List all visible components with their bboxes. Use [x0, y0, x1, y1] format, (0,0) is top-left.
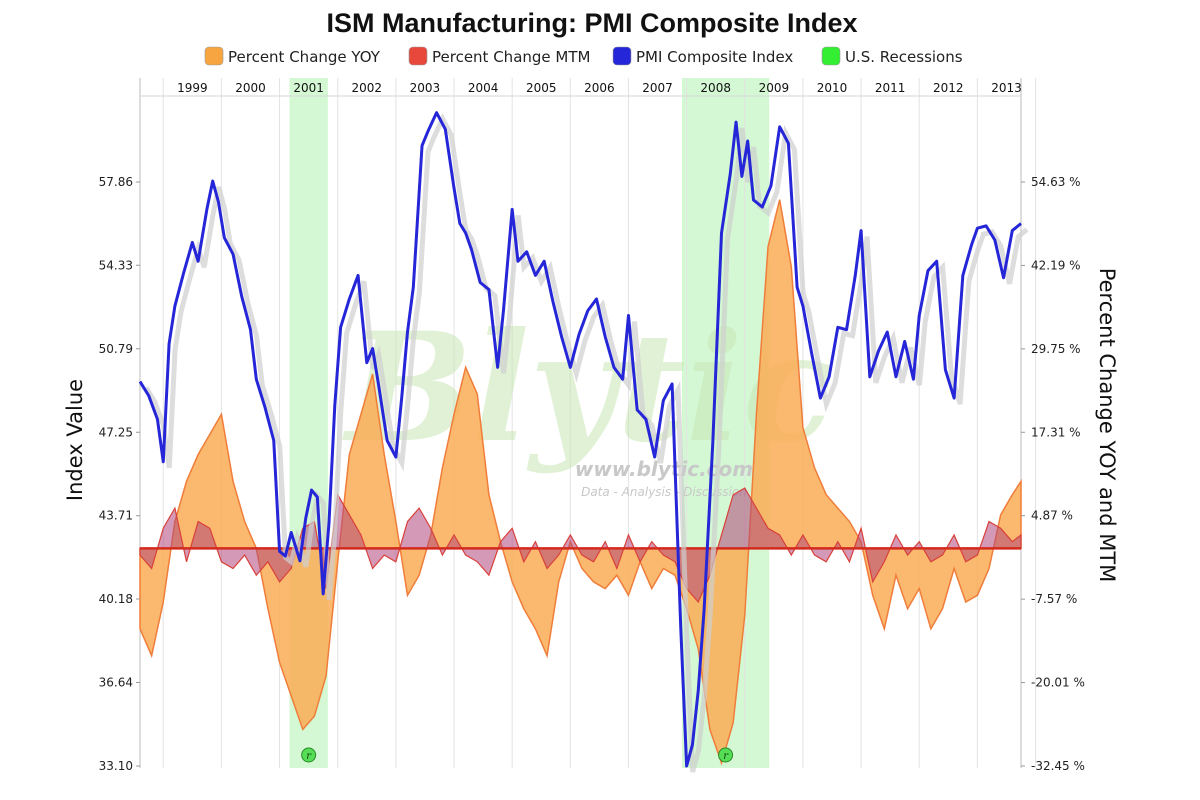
y-axis-right-title: Percent Change YOY and MTM: [1095, 268, 1119, 583]
right-tick-label: -32.45 %: [1031, 759, 1085, 773]
year-label: 2012: [933, 81, 964, 95]
chart-title: ISM Manufacturing: PMI Composite Index: [326, 8, 857, 38]
left-tick-label: 36.64: [99, 676, 133, 690]
right-tick-label: 4.87 %: [1031, 509, 1073, 523]
year-label: 2001: [293, 81, 324, 95]
right-tick-label: 29.75 %: [1031, 342, 1081, 356]
y-axis-left-title: Index Value: [63, 379, 87, 501]
left-tick-label: 40.18: [99, 592, 133, 606]
year-label: 2000: [235, 81, 266, 95]
mtm-area: [139, 487, 1022, 604]
year-label: 2008: [700, 81, 731, 95]
right-tick-label: 42.19 %: [1031, 258, 1081, 272]
recession-marker-icon: [301, 747, 317, 763]
left-tick-label: 54.33: [99, 258, 133, 272]
pmi-line: [138, 111, 1022, 768]
right-tick-label: 17.31 %: [1031, 425, 1081, 439]
year-label: 2005: [526, 81, 557, 95]
year-label: 2010: [817, 81, 848, 95]
year-label: 2007: [642, 81, 673, 95]
legend-swatch: [821, 46, 841, 66]
year-label: 2006: [584, 81, 615, 95]
right-tick-label: -20.01 %: [1031, 676, 1085, 690]
legend-label: Percent Change MTM: [432, 48, 590, 66]
left-tick-label: 50.79: [99, 342, 133, 356]
year-labels: 1999 2000 2001 2002 2003 2004 2005 2006 2007 2008…: [177, 81, 1022, 95]
legend-swatch: [204, 46, 224, 66]
right-tick-label: 54.63 %: [1031, 175, 1081, 189]
watermark-tagline: Data - Analysis - Discussion: [581, 485, 747, 499]
recession-marker-icon: [718, 747, 734, 763]
left-tick-label: 57.86: [99, 175, 133, 189]
legend-swatch: [612, 46, 632, 66]
left-tick-label: 47.25: [99, 425, 133, 439]
year-label: 2004: [468, 81, 499, 95]
legend-swatch: [408, 46, 428, 66]
recession-marker-label: r: [306, 751, 312, 762]
left-tick-label: 33.10: [99, 759, 133, 773]
recession-marker-label: r: [723, 751, 729, 762]
watermark-url: www.blytic.com: [575, 457, 753, 481]
pmi-line-shadow: [143, 113, 1029, 773]
legend: Percent Change YOY Percent Change MTM PMI …: [204, 46, 963, 66]
right-tick-label: -7.57 %: [1031, 592, 1077, 606]
year-label: 2003: [410, 81, 441, 95]
legend-label: Percent Change YOY: [228, 48, 381, 66]
year-label: 2013: [991, 81, 1022, 95]
legend-label: U.S. Recessions: [845, 48, 963, 66]
line-series: [138, 111, 1029, 773]
axis-ticks: 57.86 54.33 50.79 47.25 43.71 40.18 36.64 33.10…: [99, 175, 1085, 773]
year-label: 2009: [759, 81, 790, 95]
left-tick-label: 43.71: [99, 509, 133, 523]
legend-label: PMI Composite Index: [636, 48, 793, 66]
year-label: 1999: [177, 81, 208, 95]
yoy-area: [139, 199, 1022, 766]
year-label: 2011: [875, 81, 906, 95]
year-label: 2002: [352, 81, 383, 95]
